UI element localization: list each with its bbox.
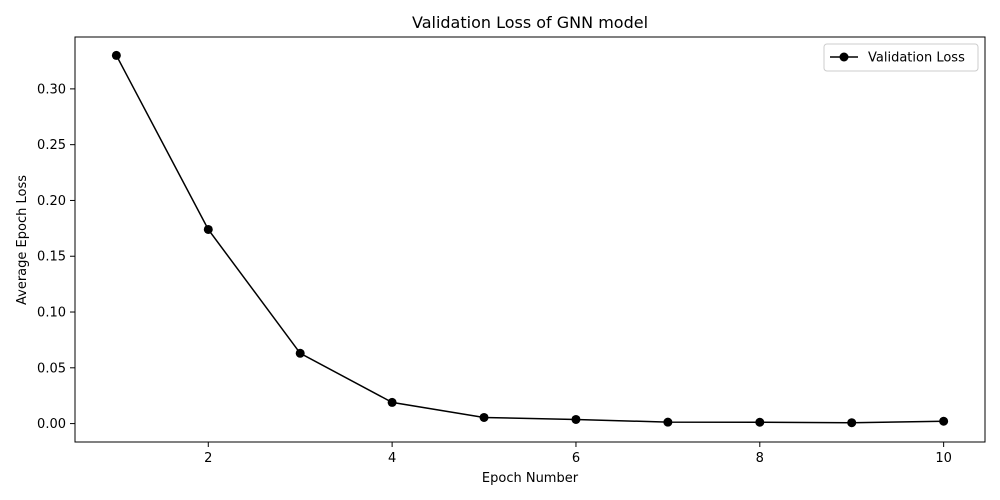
data-point [663, 417, 673, 427]
x-tick-label: 4 [388, 451, 396, 466]
y-tick-label: 0.00 [37, 417, 66, 432]
chart-title: Validation Loss of GNN model [412, 13, 648, 32]
y-axis-ticks: 0.00 0.05 0.10 0.15 0.20 0.25 0.30 [37, 82, 75, 432]
data-point [111, 50, 121, 60]
y-axis-label: Average Epoch Loss [15, 175, 30, 305]
data-point [571, 414, 581, 424]
x-tick-label: 6 [572, 451, 580, 466]
data-point [939, 416, 949, 426]
y-tick-label: 0.25 [37, 138, 66, 153]
plot-frame [74, 36, 986, 443]
data-point [203, 224, 213, 234]
x-tick-label: 2 [204, 451, 212, 466]
legend: Validation Loss [823, 43, 979, 72]
x-axis-label: Epoch Number [482, 471, 579, 486]
y-tick-label: 0.30 [37, 82, 66, 97]
y-tick-label: 0.20 [37, 194, 66, 209]
x-tick-label: 10 [935, 451, 952, 466]
series-layer [111, 50, 949, 428]
x-axis-ticks: 2 4 6 8 10 [204, 442, 952, 466]
x-tick-label: 8 [756, 451, 764, 466]
data-point [479, 412, 489, 422]
legend-label: Validation Loss [868, 51, 965, 66]
legend-box [823, 43, 979, 72]
y-tick-label: 0.15 [37, 250, 66, 265]
y-tick-label: 0.10 [37, 306, 66, 321]
plot-area: 2 4 6 8 10 0.00 0.05 0.10 0.15 0.20 0.25 0.30 [37, 36, 986, 466]
legend-marker-sample [839, 52, 849, 62]
data-point [387, 397, 397, 407]
data-point [755, 417, 765, 427]
y-tick-label: 0.05 [37, 361, 66, 376]
data-point [847, 418, 857, 428]
data-point [295, 348, 305, 358]
series-line [115, 55, 944, 424]
